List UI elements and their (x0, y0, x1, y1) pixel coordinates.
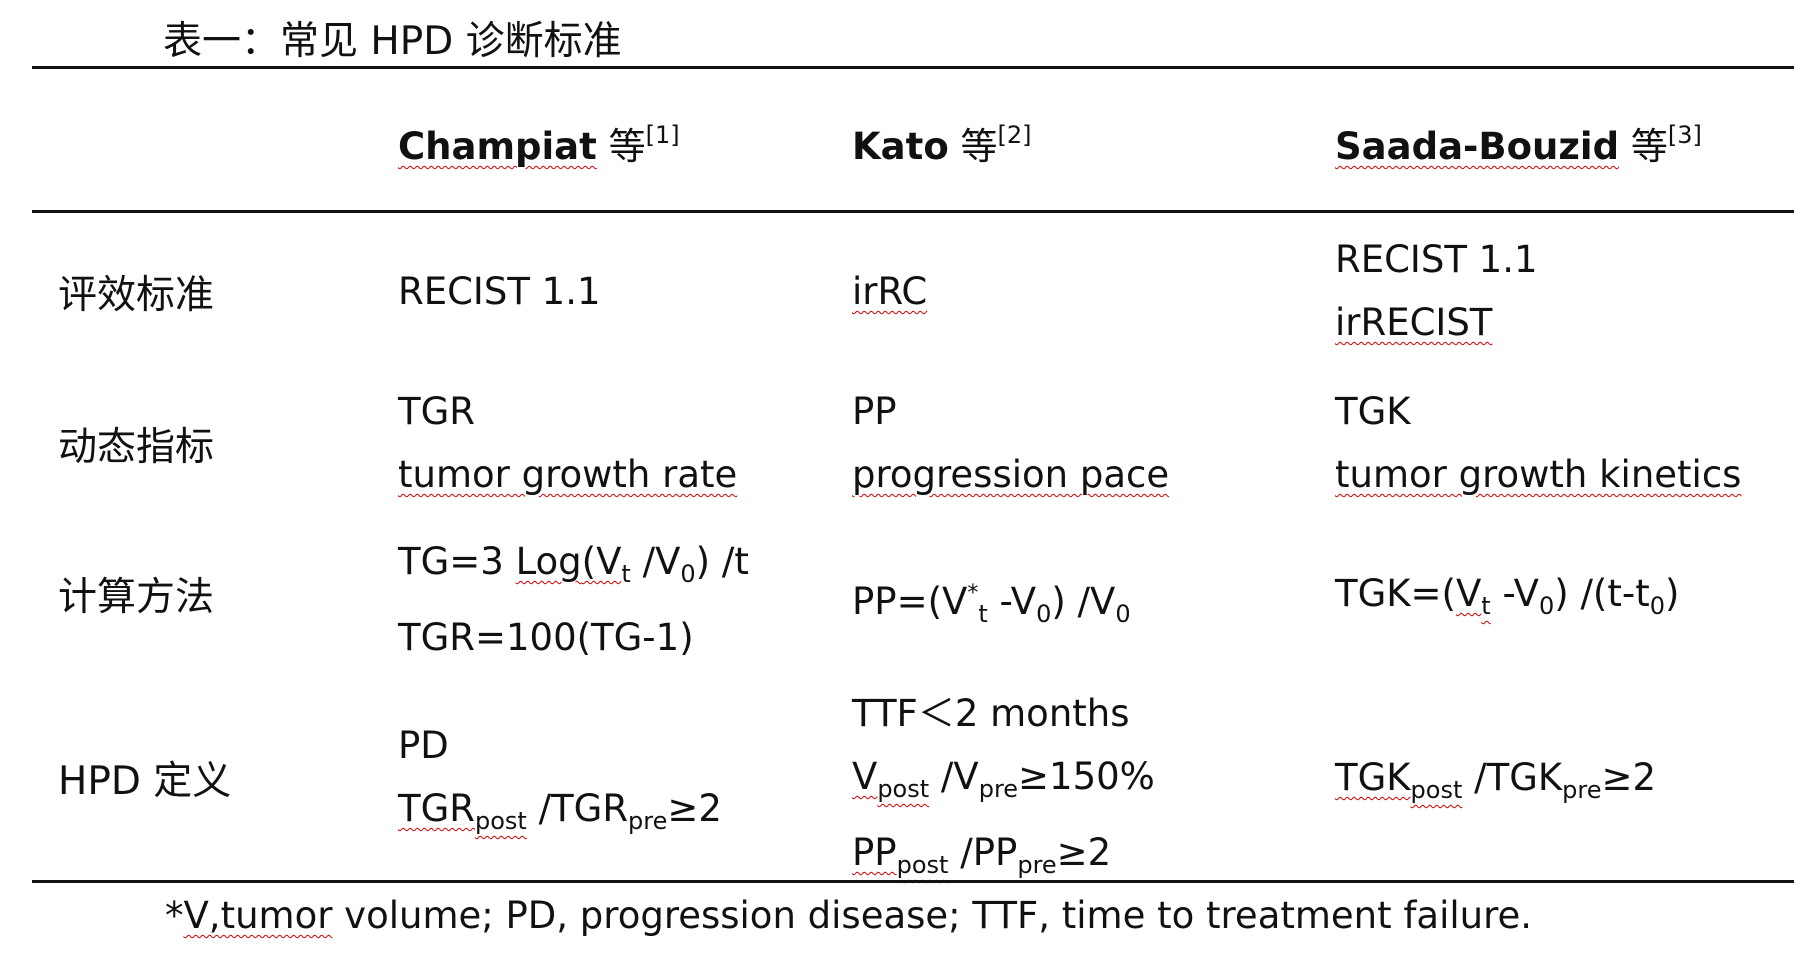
header-kato: Kato 等[2] (852, 116, 1032, 170)
criteria-saada-line2: irRECIST (1335, 301, 1493, 344)
calc-champiat-tgr: TGR=100(TG-1) (398, 616, 694, 659)
criteria-saada-line1: RECIST 1.1 (1335, 238, 1538, 281)
header-saada-name: Saada-Bouzid (1335, 125, 1620, 168)
header-champiat: Champiat 等[1] (398, 116, 680, 170)
metric-champiat-abbr: TGR (398, 390, 475, 433)
criteria-kato: irRC (852, 270, 928, 313)
metric-champiat-full: tumor growth rate (398, 453, 738, 496)
header-champiat-ref: [1] (645, 121, 680, 149)
calc-champiat-tg: TG=3 Log(Vt /V0) /t (398, 540, 749, 588)
hpd-kato: TTF＜2 months Vpost /Vpre≥150% PPpost /PP… (852, 682, 1155, 897)
metric-kato: PP progression pace (852, 380, 1169, 506)
calc-saada: TGK=(Vt -V0) /(t-t0) (1335, 572, 1680, 620)
hpd-kato-volume: Vpost /Vpre≥150% (852, 755, 1155, 803)
hpd-champiat-pd: PD (398, 724, 449, 767)
hpd-saada: TGKpost /TGKpre≥2 (1335, 756, 1657, 804)
hpd-kato-pp: PPpost /PPpre≥2 (852, 831, 1112, 879)
hpd-champiat-ratio: TGRpost /TGRpre≥2 (398, 787, 722, 835)
metric-kato-abbr: PP (852, 390, 897, 433)
metric-kato-full: progression pace (852, 453, 1170, 496)
criteria-champiat: RECIST 1.1 (398, 270, 601, 313)
top-rule (32, 66, 1794, 69)
header-champiat-name: Champiat (398, 125, 597, 168)
row-label-calc: 计算方法 (58, 575, 215, 620)
header-kato-name: Kato (852, 125, 949, 168)
bottom-rule (32, 880, 1794, 883)
metric-saada: TGK tumor growth kinetics (1335, 380, 1741, 506)
header-saada-suffix: 等 (1619, 125, 1668, 168)
metric-saada-abbr: TGK (1335, 390, 1411, 433)
header-kato-suffix: 等 (948, 125, 998, 168)
header-rule (32, 210, 1794, 213)
calc-champiat: TG=3 Log(Vt /V0) /t TGR=100(TG-1) (398, 530, 749, 669)
header-saada-bouzid: Saada-Bouzid 等[3] (1335, 116, 1702, 170)
header-champiat-suffix: 等 (596, 125, 646, 168)
row-label-metric: 动态指标 (58, 425, 215, 470)
table-caption: 表一：常见 HPD 诊断标准 (163, 19, 622, 64)
calc-kato: PP=(V*t -V0) /V0 (852, 580, 1131, 628)
hpd-kato-ttf: TTF＜2 months (852, 692, 1130, 735)
table-footnote: *V,tumor volume; PD, progression disease… (165, 894, 1533, 937)
metric-champiat: TGR tumor growth rate (398, 380, 737, 506)
hpd-champiat: PD TGRpost /TGRpre≥2 (398, 714, 722, 853)
row-label-hpd: HPD 定义 (58, 759, 232, 804)
criteria-saada: RECIST 1.1 irRECIST (1335, 228, 1538, 354)
header-saada-ref: [3] (1667, 121, 1702, 149)
header-kato-ref: [2] (997, 121, 1032, 149)
metric-saada-full: tumor growth kinetics (1335, 453, 1742, 496)
row-label-criteria: 评效标准 (58, 273, 215, 318)
